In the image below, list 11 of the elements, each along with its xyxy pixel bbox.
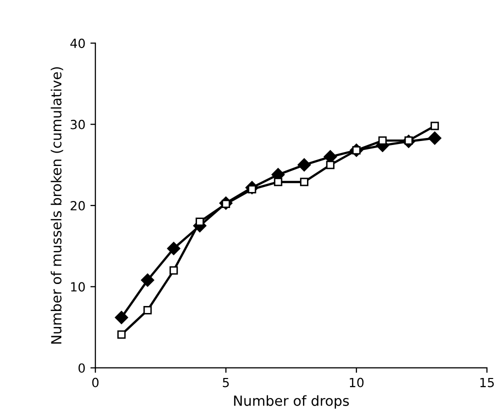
x-tick-label: 15: [480, 378, 494, 388]
y-axis-title: Number of mussels broken (cumulative): [50, 67, 64, 344]
x-tick-label: 5: [222, 378, 229, 388]
x-tick-label: 10: [350, 378, 364, 388]
x-tick-label: 0: [92, 378, 99, 388]
y-tick-label: 40: [70, 38, 85, 48]
y-tick-label: 0: [78, 363, 85, 373]
y-tick-label: 10: [71, 282, 85, 292]
y-tick-label: 20: [70, 200, 85, 210]
y-tick-label: 30: [70, 120, 85, 130]
x-axis-title: Number of drops: [234, 395, 349, 409]
